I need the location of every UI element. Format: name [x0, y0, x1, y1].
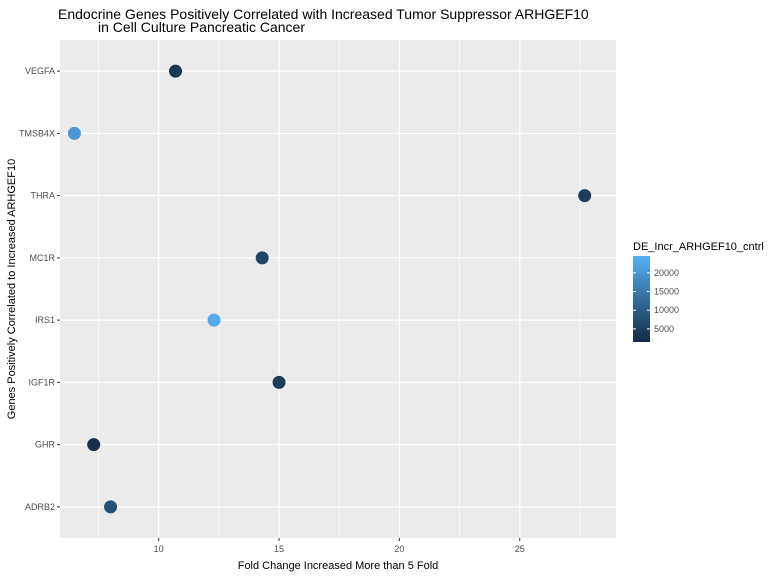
data-point-irs1 — [207, 313, 221, 327]
legend-tick-label: 10000 — [654, 305, 679, 315]
data-point-mc1r — [255, 251, 269, 265]
legend-color-bar — [633, 256, 650, 342]
axes: 10 15 20 25 ADRB2 GHR IGF1R IRS1 MC1R THRA TMSB4X V… — [19, 66, 525, 554]
data-point-tmsb4x — [67, 126, 81, 140]
chart-title-line-2: in Cell Culture Pancreatic Cancer — [98, 19, 305, 35]
chart-title-line-1: Endocrine Genes Positively Correlated wi… — [58, 6, 589, 22]
legend-tick-label: 15000 — [654, 287, 679, 297]
data-point-thra — [578, 189, 592, 203]
data-points — [67, 64, 592, 514]
x-tick-label: 20 — [394, 544, 404, 554]
x-tick-label: 25 — [515, 544, 525, 554]
y-axis-title: Genes Positively Correlated to Increased… — [6, 159, 18, 419]
y-tick-label: IGF1R — [28, 377, 55, 387]
x-tick-label: 10 — [154, 544, 164, 554]
plot-panel — [60, 40, 616, 538]
y-tick-label: TMSB4X — [19, 128, 55, 138]
y-tick-label: IRS1 — [35, 315, 55, 325]
data-point-vegfa — [169, 64, 183, 78]
y-tick-label: THRA — [31, 191, 56, 201]
color-legend: DE_Incr_ARHGEF10_cntrl 5000 10000 15000 200… — [633, 241, 764, 342]
data-point-ghr — [87, 438, 101, 452]
x-axis-title: Fold Change Increased More than 5 Fold — [238, 560, 439, 572]
legend-title: DE_Incr_ARHGEF10_cntrl — [633, 241, 764, 253]
legend-tick-label: 20000 — [654, 268, 679, 278]
data-point-igf1r — [272, 375, 286, 389]
y-tick-label: MC1R — [29, 253, 55, 263]
y-tick-label: GHR — [35, 440, 56, 450]
data-point-adrb2 — [104, 500, 118, 514]
legend-ticks: 5000 10000 15000 20000 — [633, 268, 679, 334]
legend-tick-label: 5000 — [654, 324, 674, 334]
x-tick-label: 15 — [274, 544, 284, 554]
y-tick-label: ADRB2 — [25, 502, 55, 512]
grid-lines — [60, 40, 616, 538]
y-tick-label: VEGFA — [25, 66, 55, 76]
